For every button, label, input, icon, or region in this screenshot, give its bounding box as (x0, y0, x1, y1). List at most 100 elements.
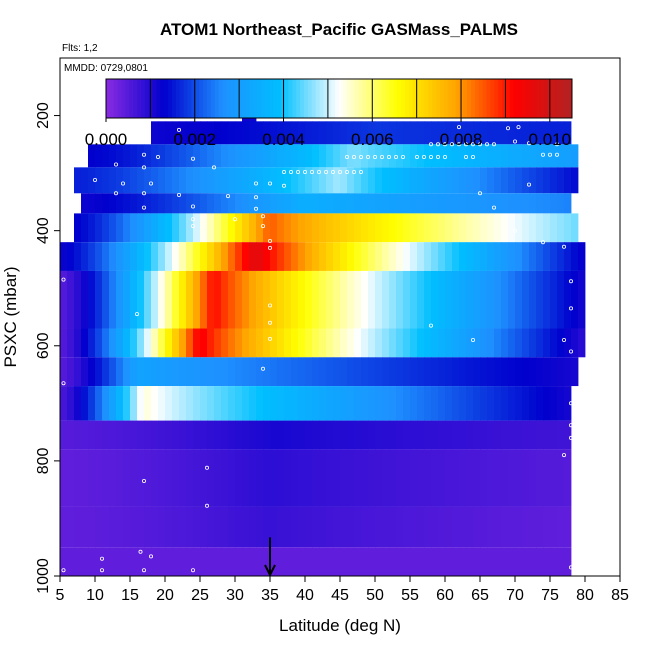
colorbar-swatch (540, 79, 546, 118)
heat-cell (207, 547, 215, 576)
heat-cell (165, 144, 173, 168)
heat-cell (466, 547, 474, 576)
colorbar-swatch (179, 79, 185, 118)
colorbar-swatch (265, 79, 270, 118)
heat-cell (501, 420, 509, 450)
heat-cell (494, 193, 502, 214)
heat-cell (291, 193, 299, 214)
heat-cell (228, 506, 236, 548)
heat-cell (102, 328, 110, 358)
y-axis-label: PSXC (mbar) (1, 266, 20, 367)
heat-cell (165, 121, 173, 145)
heat-cell (228, 213, 236, 243)
heat-cell (88, 506, 96, 548)
heat-cell (221, 270, 229, 329)
heat-cell (263, 121, 271, 145)
heat-cell (235, 213, 243, 243)
heat-cell (536, 449, 544, 507)
heat-cell (564, 357, 572, 387)
heat-cell (319, 386, 327, 421)
heat-cell (536, 144, 544, 168)
heat-cell (571, 144, 579, 168)
heat-cell (368, 270, 376, 329)
heat-cell (515, 547, 523, 576)
heat-cell (151, 193, 159, 214)
heat-cell (172, 449, 180, 507)
heat-cell (109, 357, 117, 387)
heat-cell (382, 506, 390, 548)
heat-cell (375, 506, 383, 548)
colorbar-swatch (443, 79, 449, 118)
heat-cell (501, 547, 509, 576)
observation-point (449, 142, 454, 147)
heat-cell (319, 449, 327, 507)
heat-cell (256, 386, 264, 421)
observation-point (204, 465, 209, 470)
colorbar-swatch (505, 79, 511, 118)
heat-cell (529, 270, 537, 329)
heat-cell (256, 242, 264, 271)
heat-cell (74, 449, 82, 507)
heat-cell (249, 121, 257, 145)
heat-cell (116, 449, 124, 507)
colorbar-swatch (241, 79, 247, 118)
colorbar-swatch (362, 79, 367, 118)
x-tick-label: 40 (296, 587, 314, 604)
heat-cell (424, 144, 432, 168)
heat-cell (578, 242, 586, 271)
heat-cell (228, 386, 236, 421)
heat-cell (165, 506, 173, 548)
observation-point (527, 182, 532, 187)
heat-cell (319, 144, 327, 168)
heat-cell (221, 328, 229, 358)
heat-cell (438, 420, 446, 450)
heat-cell (319, 547, 327, 576)
heat-cell (95, 449, 103, 507)
observation-point (435, 142, 440, 147)
heat-cell (305, 270, 313, 329)
heat-cell (74, 242, 82, 271)
colorbar-swatch (164, 79, 169, 118)
observation-point (232, 217, 237, 222)
heat-cell (333, 144, 341, 168)
heat-cell (291, 386, 299, 421)
heat-cell (102, 420, 110, 450)
heat-cell (312, 506, 320, 548)
heat-cell (515, 193, 523, 214)
heat-cell (186, 386, 194, 421)
observation-point (491, 142, 496, 147)
heat-cell (207, 121, 215, 145)
heat-cell (256, 167, 264, 194)
heat-cell (536, 121, 544, 145)
colorbar-swatch (416, 79, 421, 118)
heat-cell (305, 328, 313, 358)
heat-cell (319, 328, 327, 358)
heat-cell (116, 420, 124, 450)
heat-cell (235, 242, 243, 271)
heat-cell (235, 144, 243, 168)
heat-cell (242, 242, 250, 271)
heat-cell (123, 270, 131, 329)
heat-cell (368, 144, 376, 168)
observation-point (569, 401, 574, 406)
heat-cell (354, 193, 362, 214)
heat-cell (228, 357, 236, 387)
heat-cell (557, 144, 565, 168)
observation-point (470, 154, 475, 159)
heat-cell (424, 420, 432, 450)
heat-cell (221, 144, 229, 168)
heat-cell (270, 242, 278, 271)
heat-cell (445, 328, 453, 358)
heat-cell (445, 357, 453, 387)
heat-cell (249, 213, 257, 243)
heat-cell (382, 386, 390, 421)
heat-cell (158, 270, 166, 329)
heat-cell (375, 270, 383, 329)
heat-cell (396, 449, 404, 507)
heat-cell (529, 506, 537, 548)
heat-cell (431, 547, 439, 576)
heat-cell (417, 547, 425, 576)
heat-cell (340, 167, 348, 194)
heat-cell (165, 193, 173, 214)
heat-cell (270, 270, 278, 329)
